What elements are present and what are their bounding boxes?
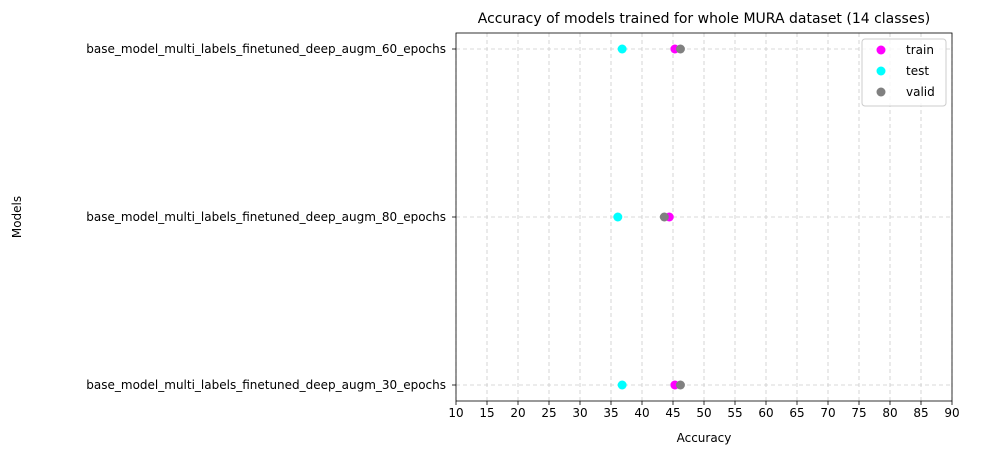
y-axis-label: Models (10, 196, 24, 238)
x-tick-label: 45 (665, 406, 680, 420)
x-tick-label: 90 (944, 406, 959, 420)
legend-label-test: test (906, 64, 929, 78)
data-point-valid (675, 380, 685, 390)
x-tick-label: 70 (820, 406, 835, 420)
x-tick-label: 10 (448, 406, 463, 420)
data-point-test (617, 380, 627, 390)
x-tick-label: 25 (541, 406, 556, 420)
x-axis-label: Accuracy (677, 431, 732, 445)
x-tick-label: 80 (882, 406, 897, 420)
legend-marker-test (876, 66, 886, 76)
x-tick-label: 20 (510, 406, 525, 420)
chart-title: Accuracy of models trained for whole MUR… (478, 11, 930, 27)
legend-label-valid: valid (906, 85, 935, 99)
x-axis-ticks: 10 15 20 25 30 35 40 45 50 55 60 65 70 75 80 85 90 (448, 401, 960, 420)
data-point-test (617, 44, 627, 54)
legend: train test valid (861, 38, 947, 107)
y-axis-ticks: base_model_multi_labels_finetuned_deep_a… (86, 42, 456, 392)
data-point-valid (659, 212, 669, 222)
data-points (613, 44, 685, 390)
x-tick-label: 30 (572, 406, 587, 420)
x-tick-label: 50 (696, 406, 711, 420)
legend-label-train: train (906, 43, 934, 57)
x-tick-label: 60 (758, 406, 773, 420)
data-point-test (613, 212, 623, 222)
data-point-valid (675, 44, 685, 54)
legend-marker-valid (876, 87, 886, 97)
legend-marker-train (876, 45, 886, 55)
x-tick-label: 35 (603, 406, 618, 420)
y-tick-label: base_model_multi_labels_finetuned_deep_a… (86, 42, 446, 56)
x-tick-label: 65 (789, 406, 804, 420)
y-tick-label: base_model_multi_labels_finetuned_deep_a… (86, 210, 446, 224)
x-tick-label: 40 (634, 406, 649, 420)
x-tick-label: 75 (851, 406, 866, 420)
x-tick-label: 85 (913, 406, 928, 420)
x-tick-label: 55 (727, 406, 742, 420)
y-tick-label: base_model_multi_labels_finetuned_deep_a… (86, 378, 446, 392)
x-tick-label: 15 (479, 406, 494, 420)
